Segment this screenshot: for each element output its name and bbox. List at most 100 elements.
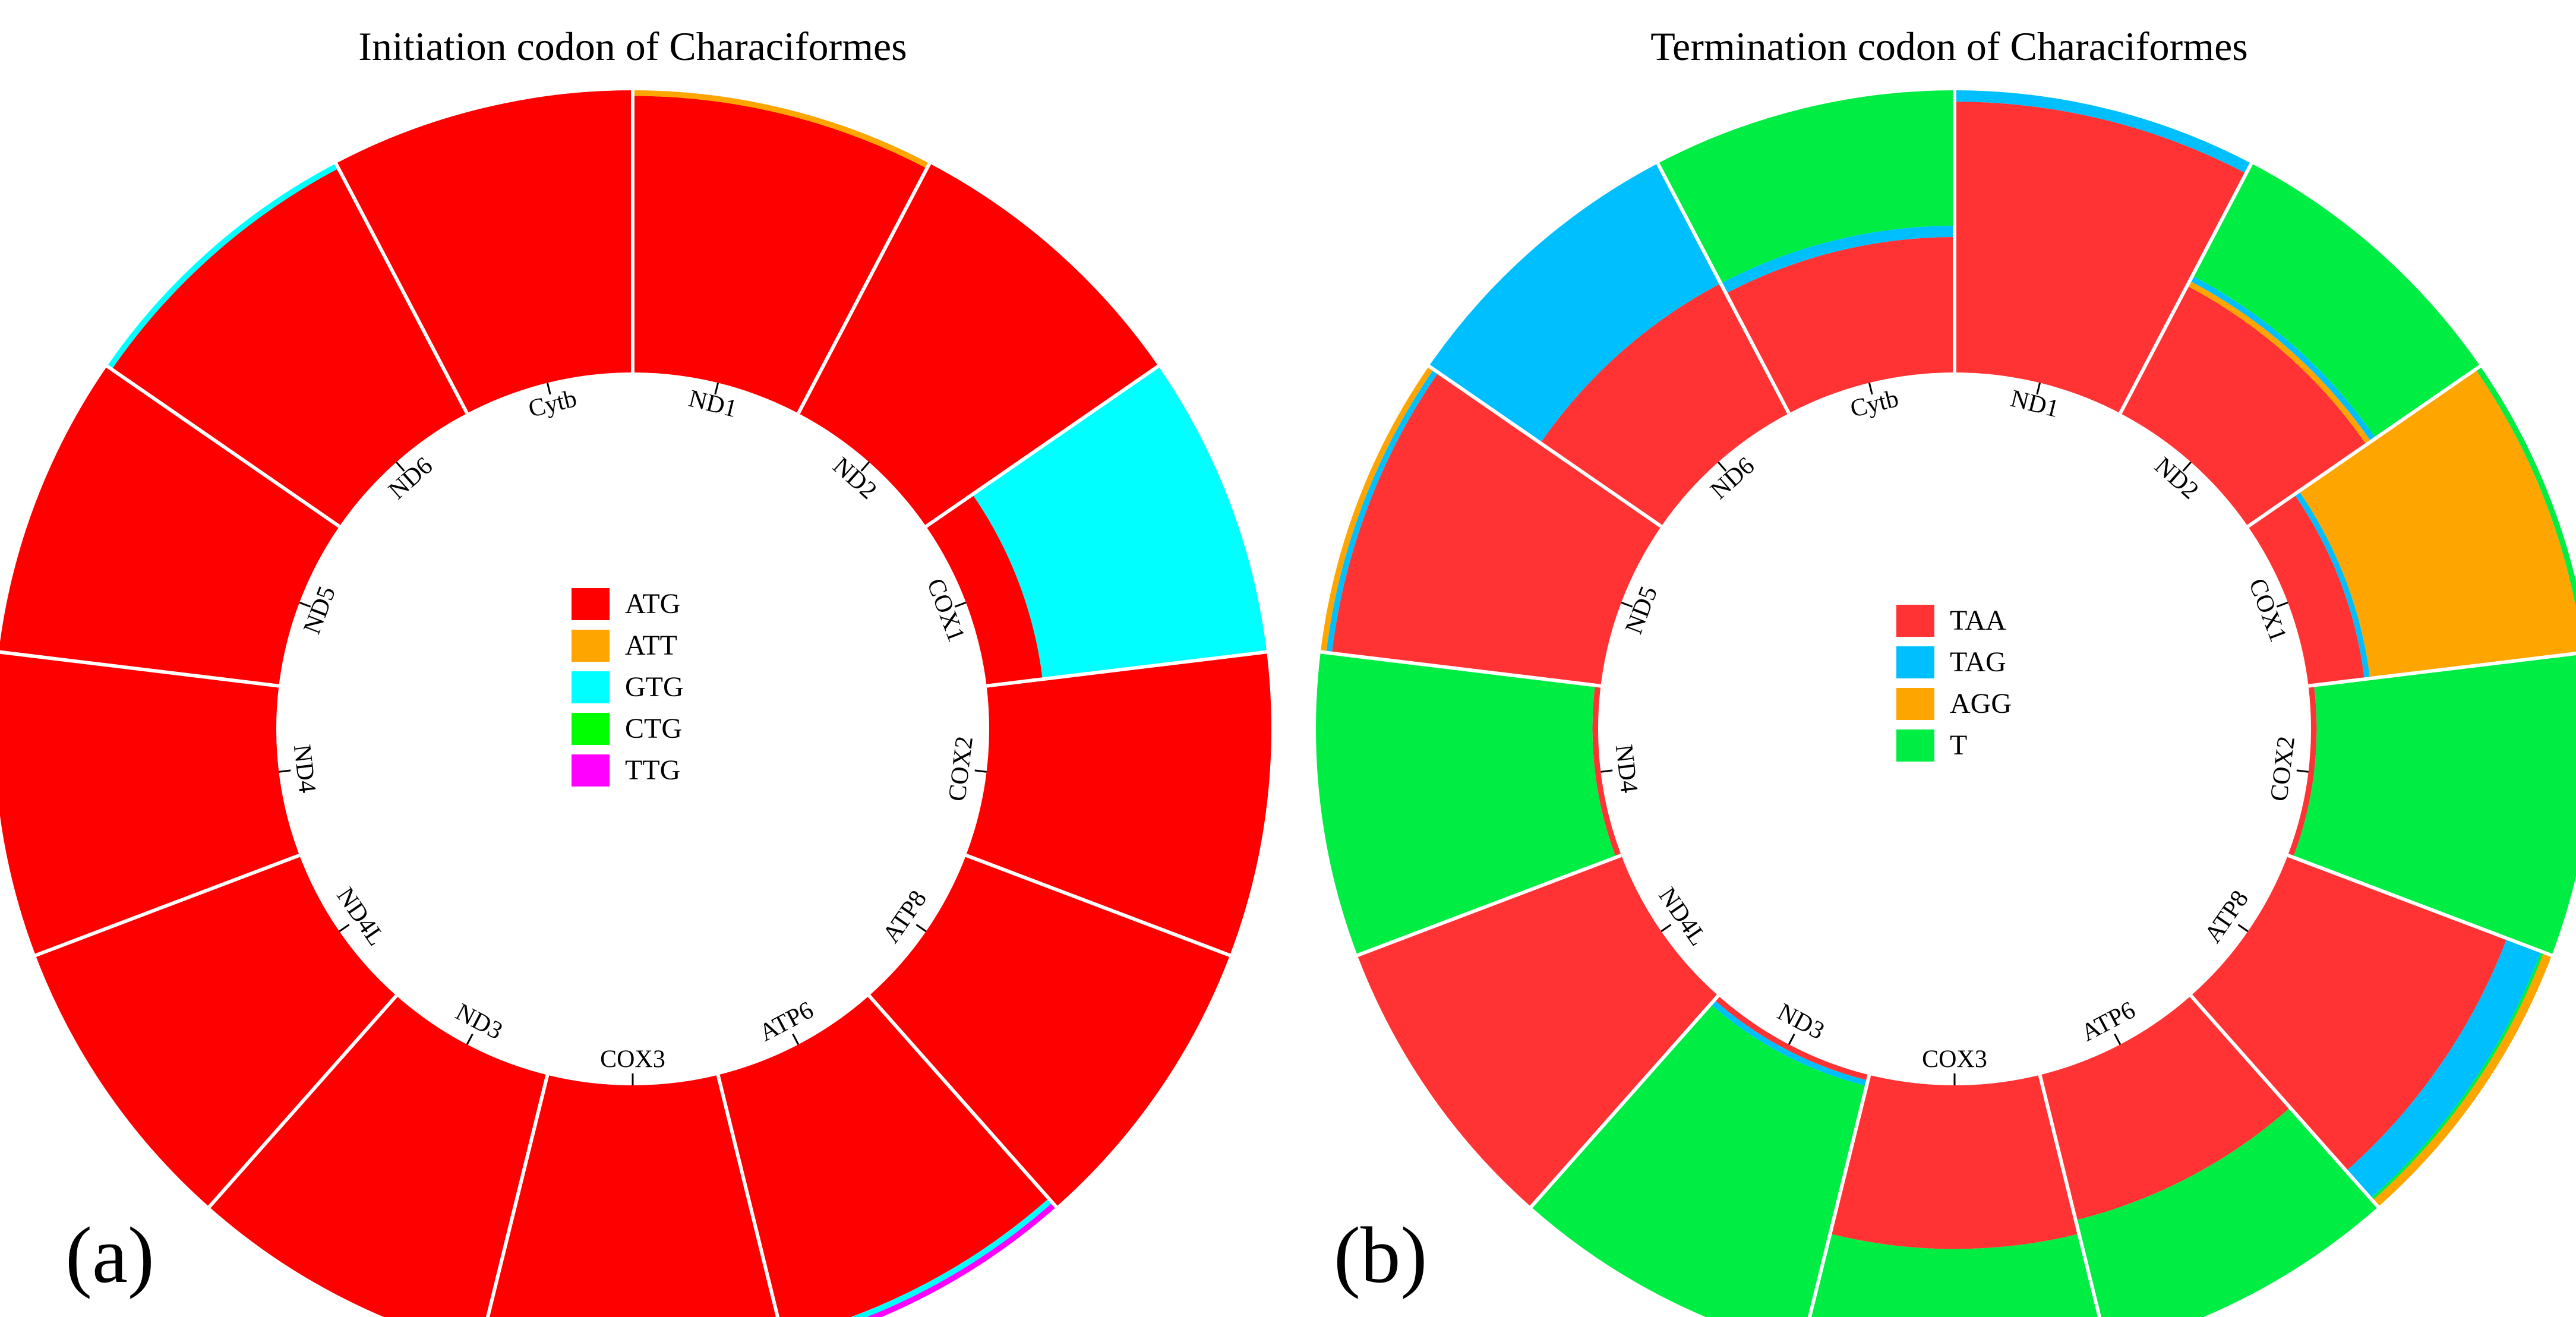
separator-nd4l: [206, 994, 398, 1210]
tick-nd2: [860, 461, 870, 472]
gene-label-nd5: ND5: [1620, 583, 1663, 638]
segment-cox1-agg: [2299, 369, 2576, 679]
segment-atp8-atg: [869, 855, 1230, 1207]
gene-label-nd3: ND3: [1773, 999, 1829, 1046]
legend-swatch-ctg: [572, 713, 610, 745]
separator-nd2: [797, 160, 933, 415]
separator-nd6: [104, 363, 340, 528]
separator-cox2: [2308, 651, 2576, 688]
panel-b-title: Termination codon of Characiformes: [1650, 24, 2247, 69]
gene-label-nd4: ND4: [1610, 743, 1643, 795]
separator-nd2: [2119, 160, 2255, 415]
separator-nd3: [1807, 1074, 1871, 1317]
legend-a: ATG ATT GTG CTG TTG: [572, 588, 684, 787]
separator-cytb: [333, 160, 469, 415]
segment-cytb-atg: [336, 90, 633, 413]
separator-cox2: [986, 649, 1270, 688]
gene-label-nd1: ND1: [686, 385, 740, 423]
legend-swatch-atg: [572, 588, 610, 620]
separator-cox3: [716, 1074, 780, 1317]
segment-nd3-taa: [1714, 996, 1870, 1081]
tick-nd6: [396, 461, 405, 472]
donut-ring-b: [1316, 88, 2576, 1317]
segment-nd2-atg: [798, 163, 1158, 527]
segment-cox1-atg: [926, 494, 1043, 686]
segment-cytb-tag: [1721, 226, 1955, 293]
segment-cox2-atg: [966, 652, 1271, 956]
segment-nd3-t: [1531, 1004, 1867, 1317]
gene-label-nd3: ND3: [451, 999, 507, 1046]
tick-nd4: [1600, 769, 1613, 773]
separator-cytb: [1655, 160, 1791, 415]
legend-label-att: ATT: [625, 630, 677, 661]
segment-nd2-taa: [2120, 286, 2367, 527]
tick-nd4l: [339, 924, 350, 933]
segment-cox3-atg: [487, 1075, 778, 1317]
separator-cox3: [2038, 1074, 2102, 1317]
legend-label-ctg: CTG: [625, 713, 682, 744]
segment-cox1-taa: [2247, 494, 2365, 686]
legend-swatch-att: [572, 630, 610, 662]
panel-b: Termination codon of Characiformes (b) N…: [1316, 24, 2576, 1317]
segment-nd6-atg: [112, 168, 468, 527]
tick-nd4: [279, 769, 291, 773]
segment-atp6-atg: [718, 996, 1049, 1317]
tick-nd3: [1788, 1033, 1795, 1045]
segment-atp6-t: [2075, 1107, 2378, 1317]
segment-atp8-agg: [2372, 952, 2552, 1207]
panel-a-title: Initiation codon of Characiformes: [358, 24, 907, 69]
donut-ring-a: [0, 88, 1271, 1317]
segment-cytb-taa: [1726, 237, 1955, 413]
legend-swatch-ttg: [572, 754, 610, 787]
segment-nd6-tag: [1429, 163, 1721, 443]
tick-nd5: [299, 601, 311, 608]
separator-nd4: [33, 853, 301, 958]
legend-swatch-tag: [1896, 646, 1934, 678]
panel-a: Initiation codon of Characiformes (a) ND…: [0, 24, 1271, 1317]
tick-cox1: [954, 601, 967, 608]
gene-label-cox2: COX2: [943, 735, 978, 803]
separator-nd4: [1355, 853, 1622, 958]
gene-label-nd1: ND1: [2008, 385, 2062, 423]
tick-nd3: [466, 1033, 473, 1045]
segment-nd1-tag: [1955, 90, 2252, 173]
segment-nd5-taa: [1331, 372, 1662, 686]
tick-cytb: [546, 383, 551, 395]
tick-cox2: [974, 769, 987, 773]
segment-cox1-tag: [2294, 491, 2370, 680]
legend-label-gtg: GTG: [625, 671, 684, 703]
tick-nd2: [2182, 461, 2192, 472]
tick-cytb: [1868, 383, 1873, 395]
tick-nd5: [1621, 601, 1633, 608]
segment-nd4-atg: [0, 652, 299, 956]
legend-b: TAA TAG AGG T: [1896, 605, 2012, 762]
separator-nd5: [0, 650, 279, 688]
gene-label-cytb: Cytb: [526, 385, 579, 423]
tick-nd1: [714, 383, 719, 395]
tick-cox2: [2296, 769, 2309, 773]
tick-cox1: [2276, 601, 2288, 608]
segment-nd4l-atg: [35, 855, 397, 1207]
separator-atp6: [867, 994, 1059, 1210]
segment-nd1-atg: [633, 96, 927, 413]
tick-nd4l: [1660, 924, 1672, 933]
separator-nd3: [485, 1074, 550, 1317]
legend-swatch-gtg: [572, 671, 610, 703]
segment-nd4-taa: [1592, 685, 1621, 858]
legend-label-tag: TAG: [1950, 646, 2006, 678]
segment-atp6-taa: [2040, 996, 2290, 1220]
legend-swatch-t: [1896, 729, 1934, 762]
separator-cox1: [925, 363, 1161, 528]
legend-label-t: T: [1950, 729, 1967, 761]
gene-label-cox3: COX3: [600, 1046, 665, 1073]
legend-label-atg: ATG: [625, 588, 680, 620]
separator-cox1: [2247, 363, 2483, 528]
tick-nd6: [1718, 461, 1727, 472]
segment-cox2-taa: [2288, 685, 2317, 858]
legend-swatch-agg: [1896, 688, 1934, 720]
tick-atp6: [2114, 1033, 2122, 1045]
legend-label-taa: TAA: [1950, 605, 2006, 636]
legend-label-agg: AGG: [1950, 688, 2012, 719]
segment-nd4l-taa: [1357, 855, 1719, 1207]
gene-label-cox2: COX2: [2265, 735, 2300, 803]
